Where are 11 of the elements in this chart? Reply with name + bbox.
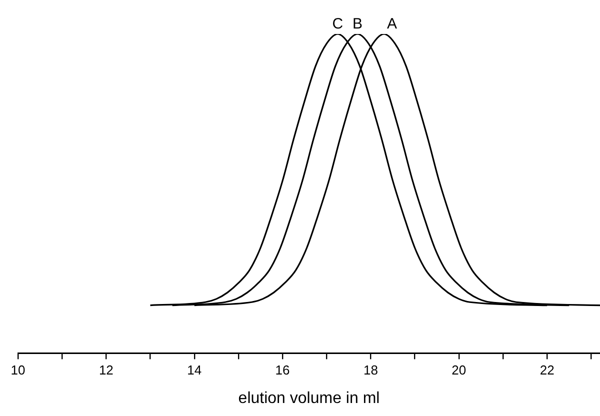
x-tick-label: 10: [10, 362, 26, 378]
x-tick-label: 20: [452, 362, 466, 378]
x-tick-label: 16: [275, 362, 290, 378]
x-tick-label: 12: [98, 362, 114, 378]
series-label: C: [332, 16, 344, 33]
series-label: B: [352, 16, 363, 33]
x-tick-label: 14: [187, 362, 202, 378]
series-label: A: [386, 16, 397, 33]
x-tick-label: 22: [540, 362, 554, 378]
x-axis-title: elution volume in ml: [238, 390, 380, 407]
x-tick-label: 18: [363, 362, 378, 378]
